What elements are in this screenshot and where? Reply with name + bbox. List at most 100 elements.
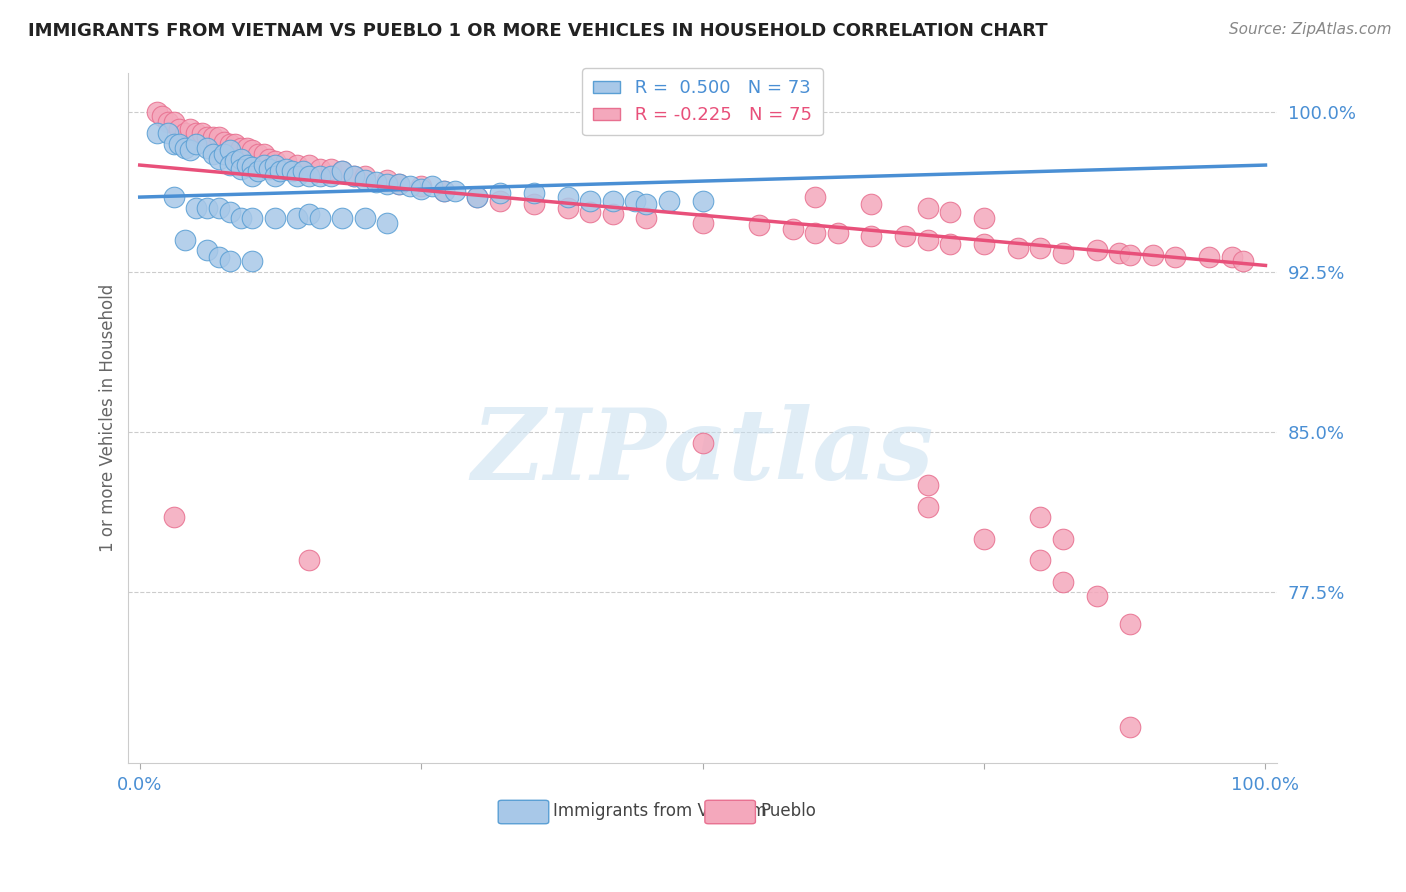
Point xyxy=(973,211,995,226)
Point xyxy=(804,190,827,204)
Point xyxy=(207,130,229,145)
FancyBboxPatch shape xyxy=(498,800,548,823)
Point xyxy=(173,233,195,247)
Point xyxy=(274,162,297,177)
Point xyxy=(332,164,354,178)
Point xyxy=(411,181,433,195)
Point xyxy=(354,169,377,183)
Point xyxy=(433,184,456,198)
Point xyxy=(308,162,330,177)
Point xyxy=(1220,250,1243,264)
Point xyxy=(308,211,330,226)
Text: Pueblo: Pueblo xyxy=(761,802,815,821)
Point xyxy=(218,254,240,268)
Point xyxy=(692,435,714,450)
Point xyxy=(297,158,319,172)
Point xyxy=(557,190,579,204)
Point xyxy=(658,194,681,209)
Point xyxy=(388,178,411,192)
Point xyxy=(246,147,269,161)
Point xyxy=(184,126,207,140)
Point xyxy=(145,126,167,140)
Point xyxy=(377,216,399,230)
Point xyxy=(1119,617,1142,632)
Point xyxy=(184,136,207,151)
Point xyxy=(388,178,411,192)
Point xyxy=(173,126,195,140)
Point xyxy=(939,205,962,219)
Point xyxy=(184,201,207,215)
Point xyxy=(917,478,939,492)
Point xyxy=(252,158,274,172)
Point xyxy=(235,141,257,155)
Point xyxy=(179,143,201,157)
Point xyxy=(195,130,218,145)
Point xyxy=(1232,254,1254,268)
Point xyxy=(207,152,229,166)
Point xyxy=(636,196,658,211)
Point xyxy=(332,211,354,226)
Point xyxy=(354,211,377,226)
Point xyxy=(246,164,269,178)
Point xyxy=(467,190,489,204)
Point xyxy=(156,115,179,129)
Point xyxy=(1085,244,1108,258)
Point xyxy=(156,126,179,140)
Point xyxy=(1085,590,1108,604)
Point xyxy=(263,153,285,168)
Point xyxy=(444,184,467,198)
Point xyxy=(173,141,195,155)
Point xyxy=(1119,248,1142,262)
Point xyxy=(257,162,280,177)
Point xyxy=(422,179,444,194)
Point xyxy=(489,186,512,200)
Point xyxy=(218,136,240,151)
Legend:  R =  0.500   N = 73,  R = -0.225   N = 75: R = 0.500 N = 73, R = -0.225 N = 75 xyxy=(582,69,823,136)
Point xyxy=(748,218,770,232)
Point xyxy=(263,169,285,183)
Point xyxy=(782,222,804,236)
Point xyxy=(624,194,647,209)
Point xyxy=(579,194,602,209)
Point xyxy=(1198,250,1220,264)
Point xyxy=(917,500,939,514)
Point xyxy=(207,201,229,215)
Point xyxy=(162,510,184,524)
Point xyxy=(218,143,240,157)
Point xyxy=(860,228,883,243)
Point xyxy=(274,153,297,168)
Point xyxy=(1108,245,1130,260)
Point xyxy=(263,211,285,226)
Point xyxy=(252,147,274,161)
Point xyxy=(343,169,366,183)
Point xyxy=(827,227,849,241)
Point xyxy=(280,164,302,178)
Point xyxy=(218,158,240,172)
Point xyxy=(162,115,184,129)
Point xyxy=(195,244,218,258)
Point xyxy=(377,173,399,187)
Point xyxy=(411,179,433,194)
Point xyxy=(224,153,246,168)
Point xyxy=(201,130,224,145)
Point xyxy=(195,201,218,215)
Point xyxy=(523,196,546,211)
Point xyxy=(212,135,235,149)
Point xyxy=(332,164,354,178)
Point xyxy=(240,211,263,226)
Point xyxy=(917,233,939,247)
Y-axis label: 1 or more Vehicles in Household: 1 or more Vehicles in Household xyxy=(100,284,117,552)
Text: Source: ZipAtlas.com: Source: ZipAtlas.com xyxy=(1229,22,1392,37)
Point xyxy=(973,237,995,252)
Point xyxy=(467,190,489,204)
Point xyxy=(636,211,658,226)
Point xyxy=(1052,245,1074,260)
Point xyxy=(297,553,319,567)
Point xyxy=(319,162,342,177)
Point xyxy=(229,162,252,177)
Point xyxy=(297,207,319,221)
Point xyxy=(229,211,252,226)
Text: IMMIGRANTS FROM VIETNAM VS PUEBLO 1 OR MORE VEHICLES IN HOUSEHOLD CORRELATION CH: IMMIGRANTS FROM VIETNAM VS PUEBLO 1 OR M… xyxy=(28,22,1047,40)
Point xyxy=(692,194,714,209)
Text: Immigrants from Vietnam: Immigrants from Vietnam xyxy=(554,802,768,821)
